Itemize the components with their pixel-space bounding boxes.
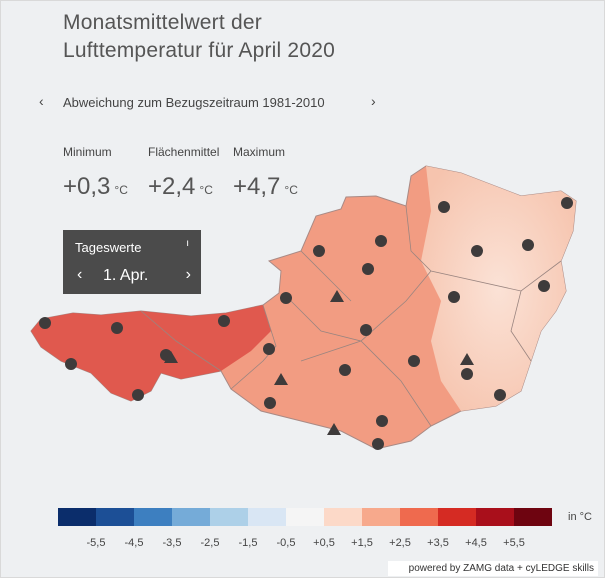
daily-values-label: Tageswerte [75, 240, 142, 255]
legend-tick-label: -0,5 [276, 537, 296, 549]
legend-swatch [172, 508, 210, 526]
credit-label: powered by ZAMG data + cyLEDGE skills [388, 561, 598, 576]
station-marker [448, 291, 460, 303]
station-marker [438, 201, 450, 213]
austria-temperature-map [30, 165, 577, 450]
legend-swatch [58, 508, 96, 526]
legend-swatch [400, 508, 438, 526]
previous-day-button[interactable]: ‹ [77, 266, 83, 283]
legend-swatch [362, 508, 400, 526]
info-icon[interactable]: ı [186, 238, 189, 249]
station-marker [132, 389, 144, 401]
station-marker [362, 263, 374, 275]
station-marker [263, 343, 275, 355]
legend-tick-label: -2,5 [200, 537, 220, 549]
legend-swatch [286, 508, 324, 526]
station-marker [408, 355, 420, 367]
station-marker [372, 438, 384, 450]
minimum-label: Minimum [63, 145, 112, 159]
legend-tick-label: -4,5 [124, 537, 144, 549]
legend-swatch [248, 508, 286, 526]
mean-value: +2,4 °C [148, 173, 213, 200]
station-marker [339, 364, 351, 376]
station-marker [313, 245, 325, 257]
mountain-station-marker [460, 353, 474, 365]
title-line-1: Monatsmittelwert der [63, 11, 262, 34]
station-markers [39, 197, 573, 450]
maximum-label: Maximum [233, 145, 286, 159]
legend-tick-label: -1,5 [238, 537, 258, 549]
west-region [31, 305, 271, 401]
station-marker [471, 245, 483, 257]
station-marker [264, 397, 276, 409]
legend-swatch [96, 508, 134, 526]
legend-tick-label: -5,5 [86, 537, 106, 549]
selected-date: 1. Apr. [103, 267, 149, 284]
previous-reference-button[interactable]: ‹ [39, 93, 44, 109]
legend-tick-label: +2,5 [389, 537, 411, 549]
legend-tick-label: +3,5 [427, 537, 449, 549]
legend-swatch [134, 508, 172, 526]
mountain-station-markers [164, 290, 474, 435]
color-legend [58, 508, 552, 526]
station-marker [538, 280, 550, 292]
mountain-station-marker [327, 423, 341, 435]
station-marker [39, 317, 51, 329]
station-marker [522, 239, 534, 251]
legend-tick-label: +4,5 [465, 537, 487, 549]
legend-swatch [438, 508, 476, 526]
station-marker [494, 389, 506, 401]
legend-tick-label: +0,5 [313, 537, 335, 549]
mountain-station-marker [274, 373, 288, 385]
station-marker [65, 358, 77, 370]
mountain-station-marker [164, 351, 178, 363]
mountain-station-marker [330, 290, 344, 302]
legend-swatch [476, 508, 514, 526]
station-marker [461, 368, 473, 380]
legend-tick-label: +1,5 [351, 537, 373, 549]
station-marker [111, 322, 123, 334]
legend-tick-label: -3,5 [162, 537, 182, 549]
station-marker [375, 235, 387, 247]
legend-unit-label: in °C [568, 511, 592, 523]
next-reference-button[interactable]: › [371, 93, 376, 109]
page-title: Monatsmittelwert der Lufttemperatur für … [63, 9, 335, 65]
station-marker [561, 197, 573, 209]
station-marker [360, 324, 372, 336]
station-marker [280, 292, 292, 304]
mean-label: Flächenmittel [148, 145, 220, 159]
station-marker [376, 415, 388, 427]
legend-swatch [210, 508, 248, 526]
next-day-button[interactable]: › [185, 266, 191, 283]
east-region [421, 166, 576, 411]
daily-values-panel: Tageswerte ı ‹ 1. Apr. › [63, 230, 201, 294]
legend-swatch [514, 508, 552, 526]
title-line-2: Lufttemperatur für April 2020 [63, 39, 335, 62]
minimum-value: +0,3 °C [63, 173, 128, 200]
reference-period-label: Abweichung zum Bezugszeitraum 1981-2010 [63, 95, 325, 110]
station-marker [218, 315, 230, 327]
maximum-value: +4,7 °C [233, 173, 298, 200]
legend-swatch [324, 508, 362, 526]
legend-tick-label: +5,5 [503, 537, 525, 549]
